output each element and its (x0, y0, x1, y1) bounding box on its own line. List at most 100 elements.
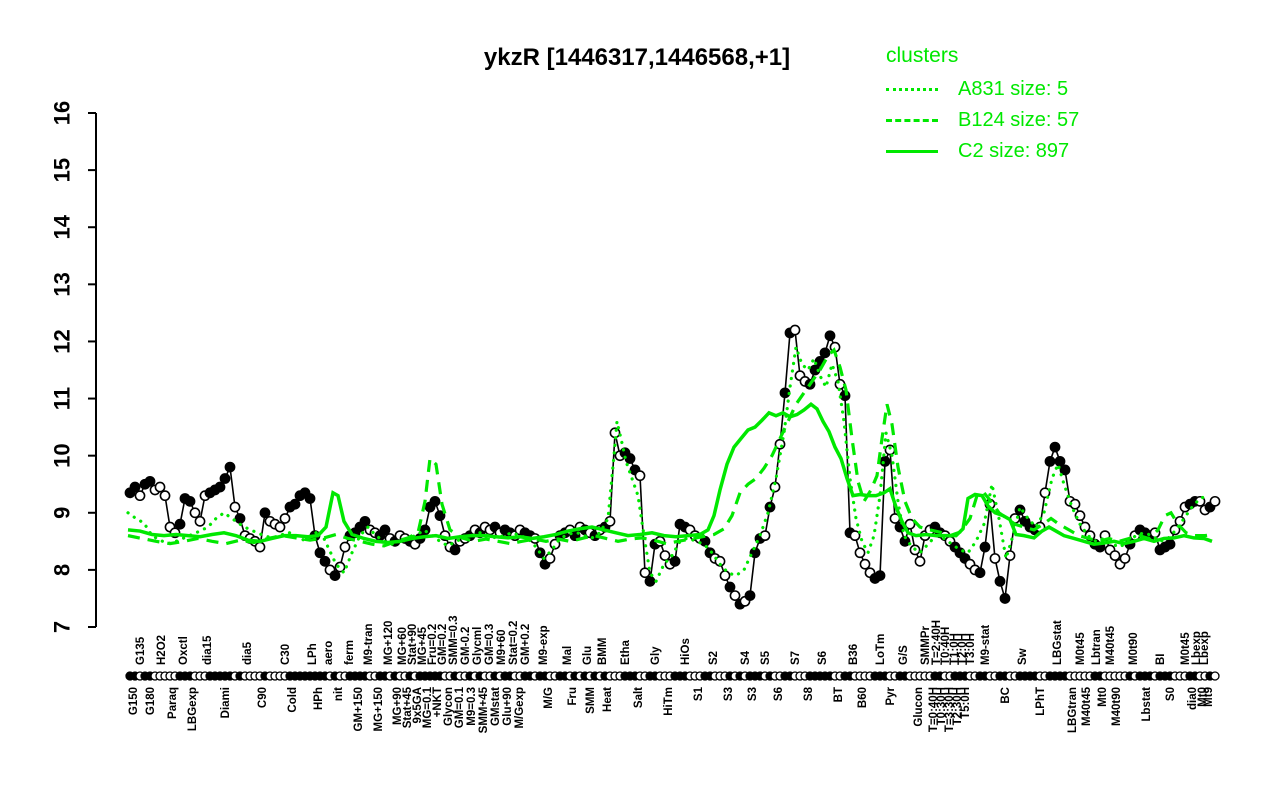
svg-text:Lbexp: Lbexp (1199, 631, 1211, 665)
svg-text:aero: aero (323, 641, 335, 665)
legend-item-c2: C2 size: 897 (886, 136, 1079, 167)
svg-text:ferm: ferm (344, 640, 356, 665)
svg-text:Oxctl: Oxctl (178, 636, 190, 665)
svg-text:S7: S7 (790, 651, 802, 665)
svg-text:MG+45: MG+45 (417, 626, 429, 665)
svg-text:BMM: BMM (597, 638, 609, 665)
svg-text:MG+150: MG+150 (373, 687, 385, 731)
svg-text:Mt0: Mt0 (1197, 687, 1209, 707)
svg-text:HPh: HPh (313, 687, 325, 710)
legend-item-label: B124 size: 57 (958, 109, 1080, 131)
svg-text:T=0:40H: T=0:40H (928, 687, 940, 732)
svg-text:LoTm: LoTm (875, 634, 887, 665)
svg-text:T2:30H: T2:30H (952, 687, 964, 725)
svg-text:HiOs: HiOs (680, 638, 692, 665)
legend-item-label: A831 size: 5 (958, 78, 1069, 100)
x-axis-labels-top: G135 H2O2 Oxctl dia15 dia5 C30 LPh aero ferm M9-t… (135, 615, 1211, 665)
svg-text:M0t90: M0t90 (1128, 632, 1140, 665)
svg-text:Gly: Gly (650, 646, 662, 665)
svg-text:T0:40H: T0:40H (940, 627, 952, 665)
svg-text:dia0: dia0 (1187, 687, 1199, 710)
svg-text:T5:0H: T5:0H (960, 687, 972, 719)
svg-text:G180: G180 (145, 687, 157, 715)
svg-text:Pyr: Pyr (885, 686, 897, 705)
svg-text:Mt0: Mt0 (1097, 687, 1109, 707)
cluster-legend: clusters A831 size: 5 B124 size: 57 C2 s… (886, 44, 1079, 167)
svg-text:H2O2: H2O2 (156, 635, 168, 665)
svg-text:T=2:40H: T=2:40H (931, 620, 943, 665)
svg-text:Diami: Diami (220, 687, 232, 718)
svg-text:MG+120: MG+120 (383, 621, 395, 665)
svg-text:G135: G135 (135, 636, 147, 665)
svg-text:S1: S1 (693, 686, 705, 701)
svg-text:BI: BI (1155, 654, 1167, 666)
svg-text:Stat+90: Stat+90 (407, 624, 419, 665)
svg-text:Stat=0.2: Stat=0.2 (508, 621, 520, 665)
svg-text:13: 13 (50, 272, 75, 296)
svg-text:dia5: dia5 (242, 641, 254, 665)
svg-text:LBGtran: LBGtran (1067, 687, 1079, 733)
svg-text:Glucon: Glucon (913, 687, 925, 727)
svg-text:G/S: G/S (898, 645, 910, 665)
y-axis (88, 112, 97, 628)
svg-text:Lbexp: Lbexp (1191, 631, 1203, 665)
svg-text:S3: S3 (747, 687, 759, 701)
svg-text:12: 12 (50, 329, 75, 353)
chart-title: ykzR [1446317,1446568,+1] (483, 44, 791, 71)
svg-text:M40t90: M40t90 (1111, 687, 1123, 726)
svg-text:T3:0H: T3:0H (965, 633, 977, 665)
svg-text:16: 16 (50, 101, 75, 125)
svg-text:M0t45: M0t45 (1180, 632, 1192, 665)
svg-text:M9=0.3: M9=0.3 (466, 687, 478, 726)
svg-text:Heat: Heat (602, 687, 614, 712)
legend-title: clusters (886, 44, 959, 67)
svg-text:GMstat: GMstat (490, 687, 502, 726)
svg-text:dia15: dia15 (202, 635, 214, 665)
svg-text:7: 7 (50, 621, 75, 633)
svg-text:15: 15 (50, 158, 75, 182)
svg-text:M9+60: M9+60 (496, 630, 508, 665)
cluster-line-b124 (127, 347, 1213, 548)
svg-text:M/G: M/G (543, 687, 555, 709)
svg-text:Etha: Etha (620, 639, 632, 665)
svg-text:C30: C30 (280, 644, 292, 665)
legend-item-a831: A831 size: 5 (886, 74, 1079, 105)
svg-text:LPhT: LPhT (1035, 687, 1047, 716)
svg-text:BC: BC (1000, 687, 1012, 704)
svg-text:Stat+45: Stat+45 (402, 686, 414, 728)
y-axis-labels: 7 8 9 10 11 12 13 14 15 16 (50, 101, 75, 633)
svg-text:C90: C90 (257, 687, 269, 708)
x-axis-labels-bottom: G150 G180 Paraq LBGexp Diami C90 Cold HPh nit GM+… (128, 686, 1215, 733)
svg-text:11: 11 (50, 387, 75, 410)
svg-text:Cold: Cold (287, 687, 299, 713)
svg-text:SMMPr: SMMPr (920, 626, 932, 666)
svg-text:10: 10 (50, 443, 75, 467)
svg-text:LBGexp: LBGexp (187, 687, 199, 731)
svg-text:T1:0H: T1:0H (949, 633, 961, 665)
svg-text:+NKT: +NKT (432, 687, 444, 717)
svg-text:GM-0.2: GM-0.2 (460, 627, 472, 665)
svg-text:T0:30H: T0:30H (936, 687, 948, 725)
svg-text:S8: S8 (803, 686, 815, 701)
svg-text:S5: S5 (760, 650, 772, 665)
svg-text:Fru: Fru (567, 687, 579, 706)
svg-text:BT: BT (833, 687, 845, 702)
svg-text:9: 9 (50, 507, 75, 519)
svg-text:M/Gexp: M/Gexp (514, 687, 526, 729)
svg-text:GM+0.2: GM+0.2 (520, 624, 532, 665)
svg-text:S3: S3 (723, 687, 735, 701)
svg-text:M40t45: M40t45 (1105, 625, 1117, 665)
svg-text:MG=0.1: MG=0.1 (422, 686, 434, 728)
svg-text:9x5GA: 9x5GA (412, 687, 424, 723)
cluster-line-c2 (127, 402, 1213, 546)
svg-text:8: 8 (50, 564, 75, 576)
dotted-line-swatch (886, 88, 938, 91)
svg-text:Salt: Salt (633, 687, 645, 708)
svg-text:14: 14 (50, 214, 75, 239)
svg-text:LPh: LPh (307, 643, 319, 665)
svg-text:Mal: Mal (562, 646, 574, 665)
dashed-line-swatch (886, 119, 938, 122)
svg-text:Lbstat: Lbstat (1141, 687, 1153, 722)
svg-text:Glycon: Glycon (443, 687, 455, 726)
